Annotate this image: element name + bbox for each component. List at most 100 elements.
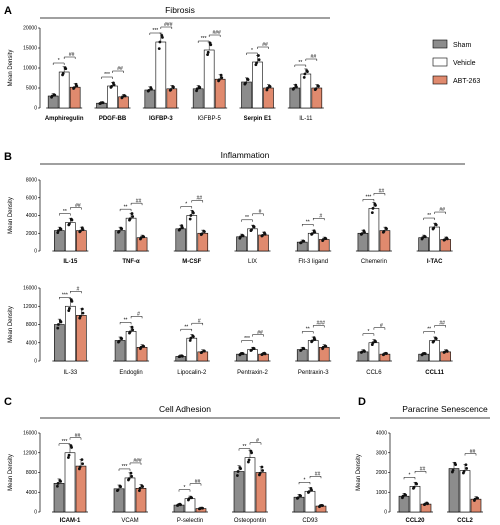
panel-letter: B: [4, 151, 12, 163]
sig-bracket: [249, 442, 262, 445]
bar-sham: [357, 232, 369, 252]
data-point: [432, 339, 436, 343]
sig-bracket: [208, 34, 221, 37]
data-point: [401, 494, 405, 498]
x-tick-label: Lipocalin-2: [177, 370, 207, 376]
bar-abt-263: [69, 86, 81, 109]
bar-sham: [114, 230, 126, 252]
bar-sham: [192, 88, 204, 109]
bar-sham: [236, 236, 247, 252]
data-point: [434, 336, 438, 340]
data-point: [312, 336, 316, 339]
sig-label: ###: [212, 30, 221, 36]
bar-vehicle: [58, 71, 70, 109]
data-point: [149, 86, 153, 89]
data-point: [123, 94, 126, 98]
legend: Sham Vehicle ABT-263: [432, 39, 480, 85]
data-point: [188, 339, 192, 342]
sig-label: **: [243, 444, 247, 450]
bar-abt-263: [263, 87, 274, 109]
data-point: [202, 229, 206, 233]
x-tick-label: TNF-α: [122, 259, 140, 265]
bar-sham: [233, 471, 245, 513]
bar-sham: [114, 340, 126, 362]
data-point: [195, 87, 199, 91]
bar-vehicle: [409, 486, 421, 513]
data-point: [255, 61, 258, 65]
data-point: [249, 449, 253, 453]
sig-bracket: [197, 40, 210, 43]
y-axis-label: Mean Density: [8, 50, 14, 87]
data-point: [443, 350, 447, 354]
sig-label: **: [124, 204, 128, 210]
data-point: [303, 72, 307, 76]
data-point: [373, 339, 377, 343]
data-point: [69, 444, 73, 448]
sig-label: ###: [133, 458, 142, 464]
bar-vehicle: [186, 215, 198, 252]
x-tick-label: IL-33: [64, 370, 78, 376]
bar-abt-263: [76, 230, 87, 252]
data-point: [191, 210, 195, 214]
sig-label: *: [185, 202, 187, 208]
bar-vehicle: [300, 73, 312, 109]
y-tick-label: 4000: [26, 213, 37, 219]
sig-bracket: [129, 462, 142, 465]
data-point: [188, 217, 192, 221]
sig-bracket: [312, 325, 325, 328]
bar-abt-263: [318, 347, 330, 362]
y-tick-label: 0: [34, 359, 37, 365]
y-tick-label: 20000: [23, 26, 37, 32]
data-point: [80, 226, 84, 230]
data-point: [261, 469, 264, 472]
sig-label: ##: [262, 42, 268, 48]
sig-label: ##: [197, 196, 203, 202]
sig-label: ***: [104, 72, 110, 78]
sig-label: ***: [62, 292, 68, 298]
data-point: [263, 351, 266, 355]
section-title: Fibrosis: [165, 5, 195, 15]
data-point: [414, 481, 418, 485]
data-point: [138, 486, 142, 490]
x-tick-label: Amphiregulin: [45, 116, 84, 122]
data-point: [117, 230, 121, 233]
data-point: [298, 494, 302, 497]
data-point: [116, 488, 120, 492]
sig-label: ##: [75, 203, 81, 209]
data-point: [362, 229, 366, 233]
legend-swatch: [432, 39, 448, 49]
data-point: [141, 344, 145, 348]
data-point: [432, 226, 436, 230]
data-point: [131, 328, 135, 332]
data-point: [219, 73, 223, 77]
sig-bracket: [434, 325, 446, 328]
data-point: [56, 481, 60, 485]
bar-sham: [47, 95, 59, 109]
data-point: [160, 34, 164, 37]
data-point: [252, 224, 255, 228]
data-point: [299, 241, 303, 244]
data-point: [465, 467, 468, 470]
sig-label: **: [124, 318, 128, 324]
y-tick-label: 8000: [26, 178, 37, 184]
y-tick-label: 15000: [23, 46, 37, 52]
sig-bracket: [362, 199, 375, 202]
sig-label: ##: [315, 471, 321, 477]
bar-vehicle: [247, 349, 258, 362]
bar-abt-263: [440, 239, 451, 252]
sig-bracket: [180, 328, 193, 332]
section-title: Inflammation: [221, 150, 270, 160]
data-point: [371, 207, 375, 210]
bar-vehicle: [368, 342, 380, 362]
data-point: [119, 226, 123, 230]
sig-label: ##: [257, 330, 263, 336]
y-tick-label: 12000: [23, 450, 37, 456]
data-point: [241, 352, 244, 355]
x-tick-label: Flt-3 ligand: [298, 259, 328, 265]
bar-sham: [144, 89, 156, 109]
data-point: [236, 474, 239, 477]
sig-label: ##: [420, 467, 426, 473]
bar-abt-263: [166, 88, 178, 109]
data-point: [127, 477, 131, 481]
sig-label: ##: [195, 479, 201, 485]
